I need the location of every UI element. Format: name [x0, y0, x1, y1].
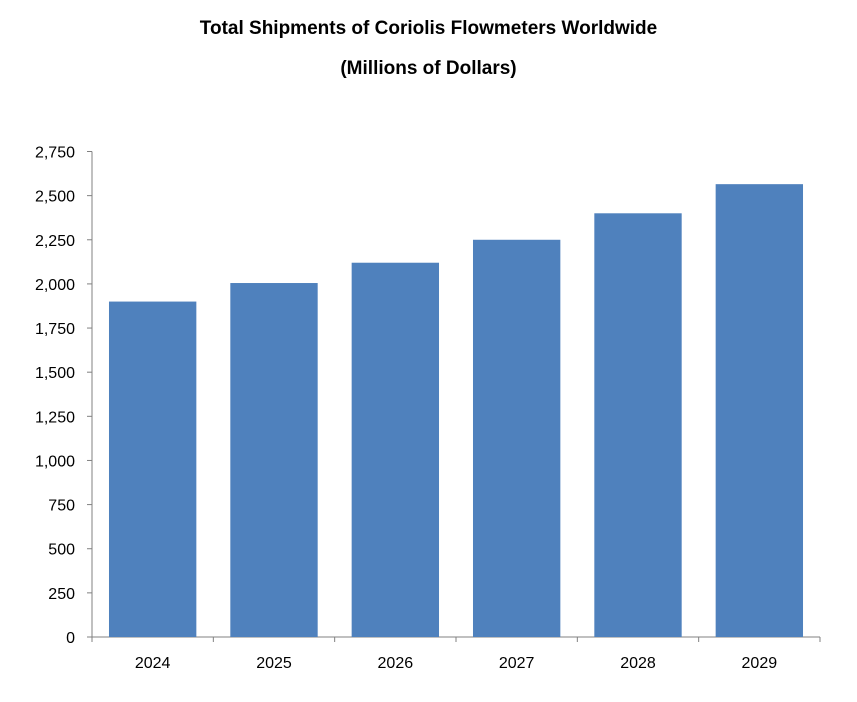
x-tick-label: 2025 — [256, 655, 292, 672]
y-tick-label: 1,500 — [35, 365, 75, 382]
x-tick-label: 2028 — [620, 655, 656, 672]
x-tick-label: 2027 — [499, 655, 535, 672]
y-tick-label: 2,000 — [35, 277, 75, 294]
x-tick-label: 2026 — [378, 655, 414, 672]
x-tick-label: 2024 — [135, 655, 171, 672]
bar-2026 — [351, 262, 440, 637]
y-tick-label: 2,250 — [35, 233, 75, 250]
bar-2027 — [472, 239, 561, 638]
y-tick-label: 1,000 — [35, 453, 75, 470]
y-tick-label: 2,750 — [35, 145, 75, 162]
y-tick-label: 2,500 — [35, 189, 75, 206]
chart-subtitle: (Millions of Dollars) — [340, 58, 517, 79]
x-tick-label: 2029 — [742, 655, 778, 672]
y-tick-label: 1,250 — [35, 409, 75, 426]
bar-2028 — [594, 213, 682, 638]
y-tick-label: 250 — [48, 586, 75, 603]
y-tick-label: 1,750 — [35, 321, 75, 338]
y-tick-label: 750 — [48, 498, 75, 515]
bar-2024 — [108, 301, 197, 637]
y-tick-label: 0 — [66, 630, 75, 647]
chart-title: Total Shipments of Coriolis Flowmeters W… — [199, 18, 658, 39]
bar-2025 — [230, 283, 318, 637]
bar-2029 — [715, 184, 804, 638]
y-tick-label: 500 — [48, 542, 75, 559]
